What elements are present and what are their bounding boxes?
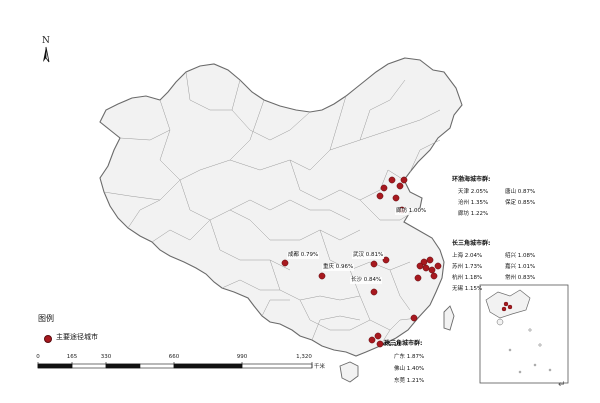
group-item: 东莞 1.21% <box>394 378 425 384</box>
scale-tick-label: 1,320 <box>296 354 312 360</box>
city-marker-langfang <box>380 184 388 192</box>
city-marker-baoding <box>376 192 384 200</box>
group-item: 无锡 1.15% <box>452 286 483 292</box>
north-arrow-icon <box>43 46 50 63</box>
city-marker-suzhou <box>420 258 428 266</box>
city-label-langfang: 廊坊 1.00% <box>395 208 428 215</box>
group-item: 常州 0.83% <box>505 275 536 281</box>
city-marker-shanghai <box>426 256 434 264</box>
scale-tick-label: 660 <box>168 354 180 360</box>
city-label-guangzhou: 0.1.10 <box>383 342 401 348</box>
inset-city-markers <box>501 301 513 312</box>
group-item: 廊坊 1.22% <box>458 211 489 217</box>
group-item: 保定 0.85% <box>505 200 536 206</box>
hainan-island-shape <box>339 361 359 383</box>
north-label: N <box>42 36 50 46</box>
city-marker-wuxi <box>422 264 430 272</box>
city-marker-jiaxing <box>434 262 442 270</box>
city-marker-legend-icon <box>44 335 52 343</box>
city-marker-chengdu <box>281 259 289 267</box>
inset-islands <box>496 318 552 374</box>
scale-unit-label: 千米 <box>314 364 326 370</box>
group-item: 杭州 1.18% <box>452 275 483 281</box>
group-item: 苏州 1.73% <box>452 264 483 270</box>
city-marker-fuzhou <box>410 314 418 322</box>
city-marker-beijing <box>400 176 408 184</box>
city-marker-shaoxing <box>430 272 438 280</box>
taiwan-island-shape <box>443 305 455 331</box>
city-marker-wuhan <box>370 260 378 268</box>
legend-title: 图例 <box>38 314 54 323</box>
group-title-yangtze: 长三角城市群: <box>452 240 491 247</box>
group-item: 佛山 1.40% <box>394 366 425 372</box>
scale-bar <box>37 362 313 369</box>
city-marker-cangzhou <box>392 194 400 202</box>
city-marker-hefei <box>414 274 422 282</box>
return-mark-icon: ↵ <box>558 380 566 390</box>
mainland-china-shape <box>99 57 463 357</box>
city-marker-tangshan <box>396 182 404 190</box>
city-marker-hangzhou <box>428 266 436 274</box>
city-marker-dongguan <box>376 340 384 348</box>
city-marker-chongqing <box>318 272 326 280</box>
city-label-chongqing: 重庆 0.96% <box>322 264 355 271</box>
city-marker-changsha <box>370 288 378 296</box>
group-item: 嘉兴 1.01% <box>505 264 536 270</box>
city-marker-guangzhou <box>368 336 376 344</box>
scale-tick-label: 330 <box>100 354 112 360</box>
city-marker-changzhou <box>416 262 424 270</box>
group-item: 上海 2.04% <box>452 253 483 259</box>
scale-tick-label: 0 <box>36 354 40 360</box>
scale-tick-label: 990 <box>236 354 248 360</box>
scale-tick-label: 165 <box>66 354 78 360</box>
group-item: 绍兴 1.08% <box>505 253 536 259</box>
city-label-chengdu: 成都 0.79% <box>287 252 320 259</box>
city-marker-foshan <box>374 332 382 340</box>
city-marker-nanjing <box>382 256 390 264</box>
group-item: 天津 2.05% <box>458 189 489 195</box>
city-label-wuhan: 武汉 0.81% <box>352 252 385 259</box>
city-label-changsha: 长沙 0.84% <box>350 277 383 284</box>
group-item: 沧州 1.35% <box>458 200 489 206</box>
group-title-bohai: 环渤海城市群: <box>452 176 491 183</box>
group-title-pearl: 珠三角城市群: <box>384 340 423 347</box>
legend-item-label: 主要途径城市 <box>56 333 98 341</box>
city-marker-tianjin <box>388 176 396 184</box>
group-item: 唐山 0.87% <box>505 189 536 195</box>
city-markers <box>281 176 442 348</box>
group-item: 广东 1.87% <box>394 354 425 360</box>
